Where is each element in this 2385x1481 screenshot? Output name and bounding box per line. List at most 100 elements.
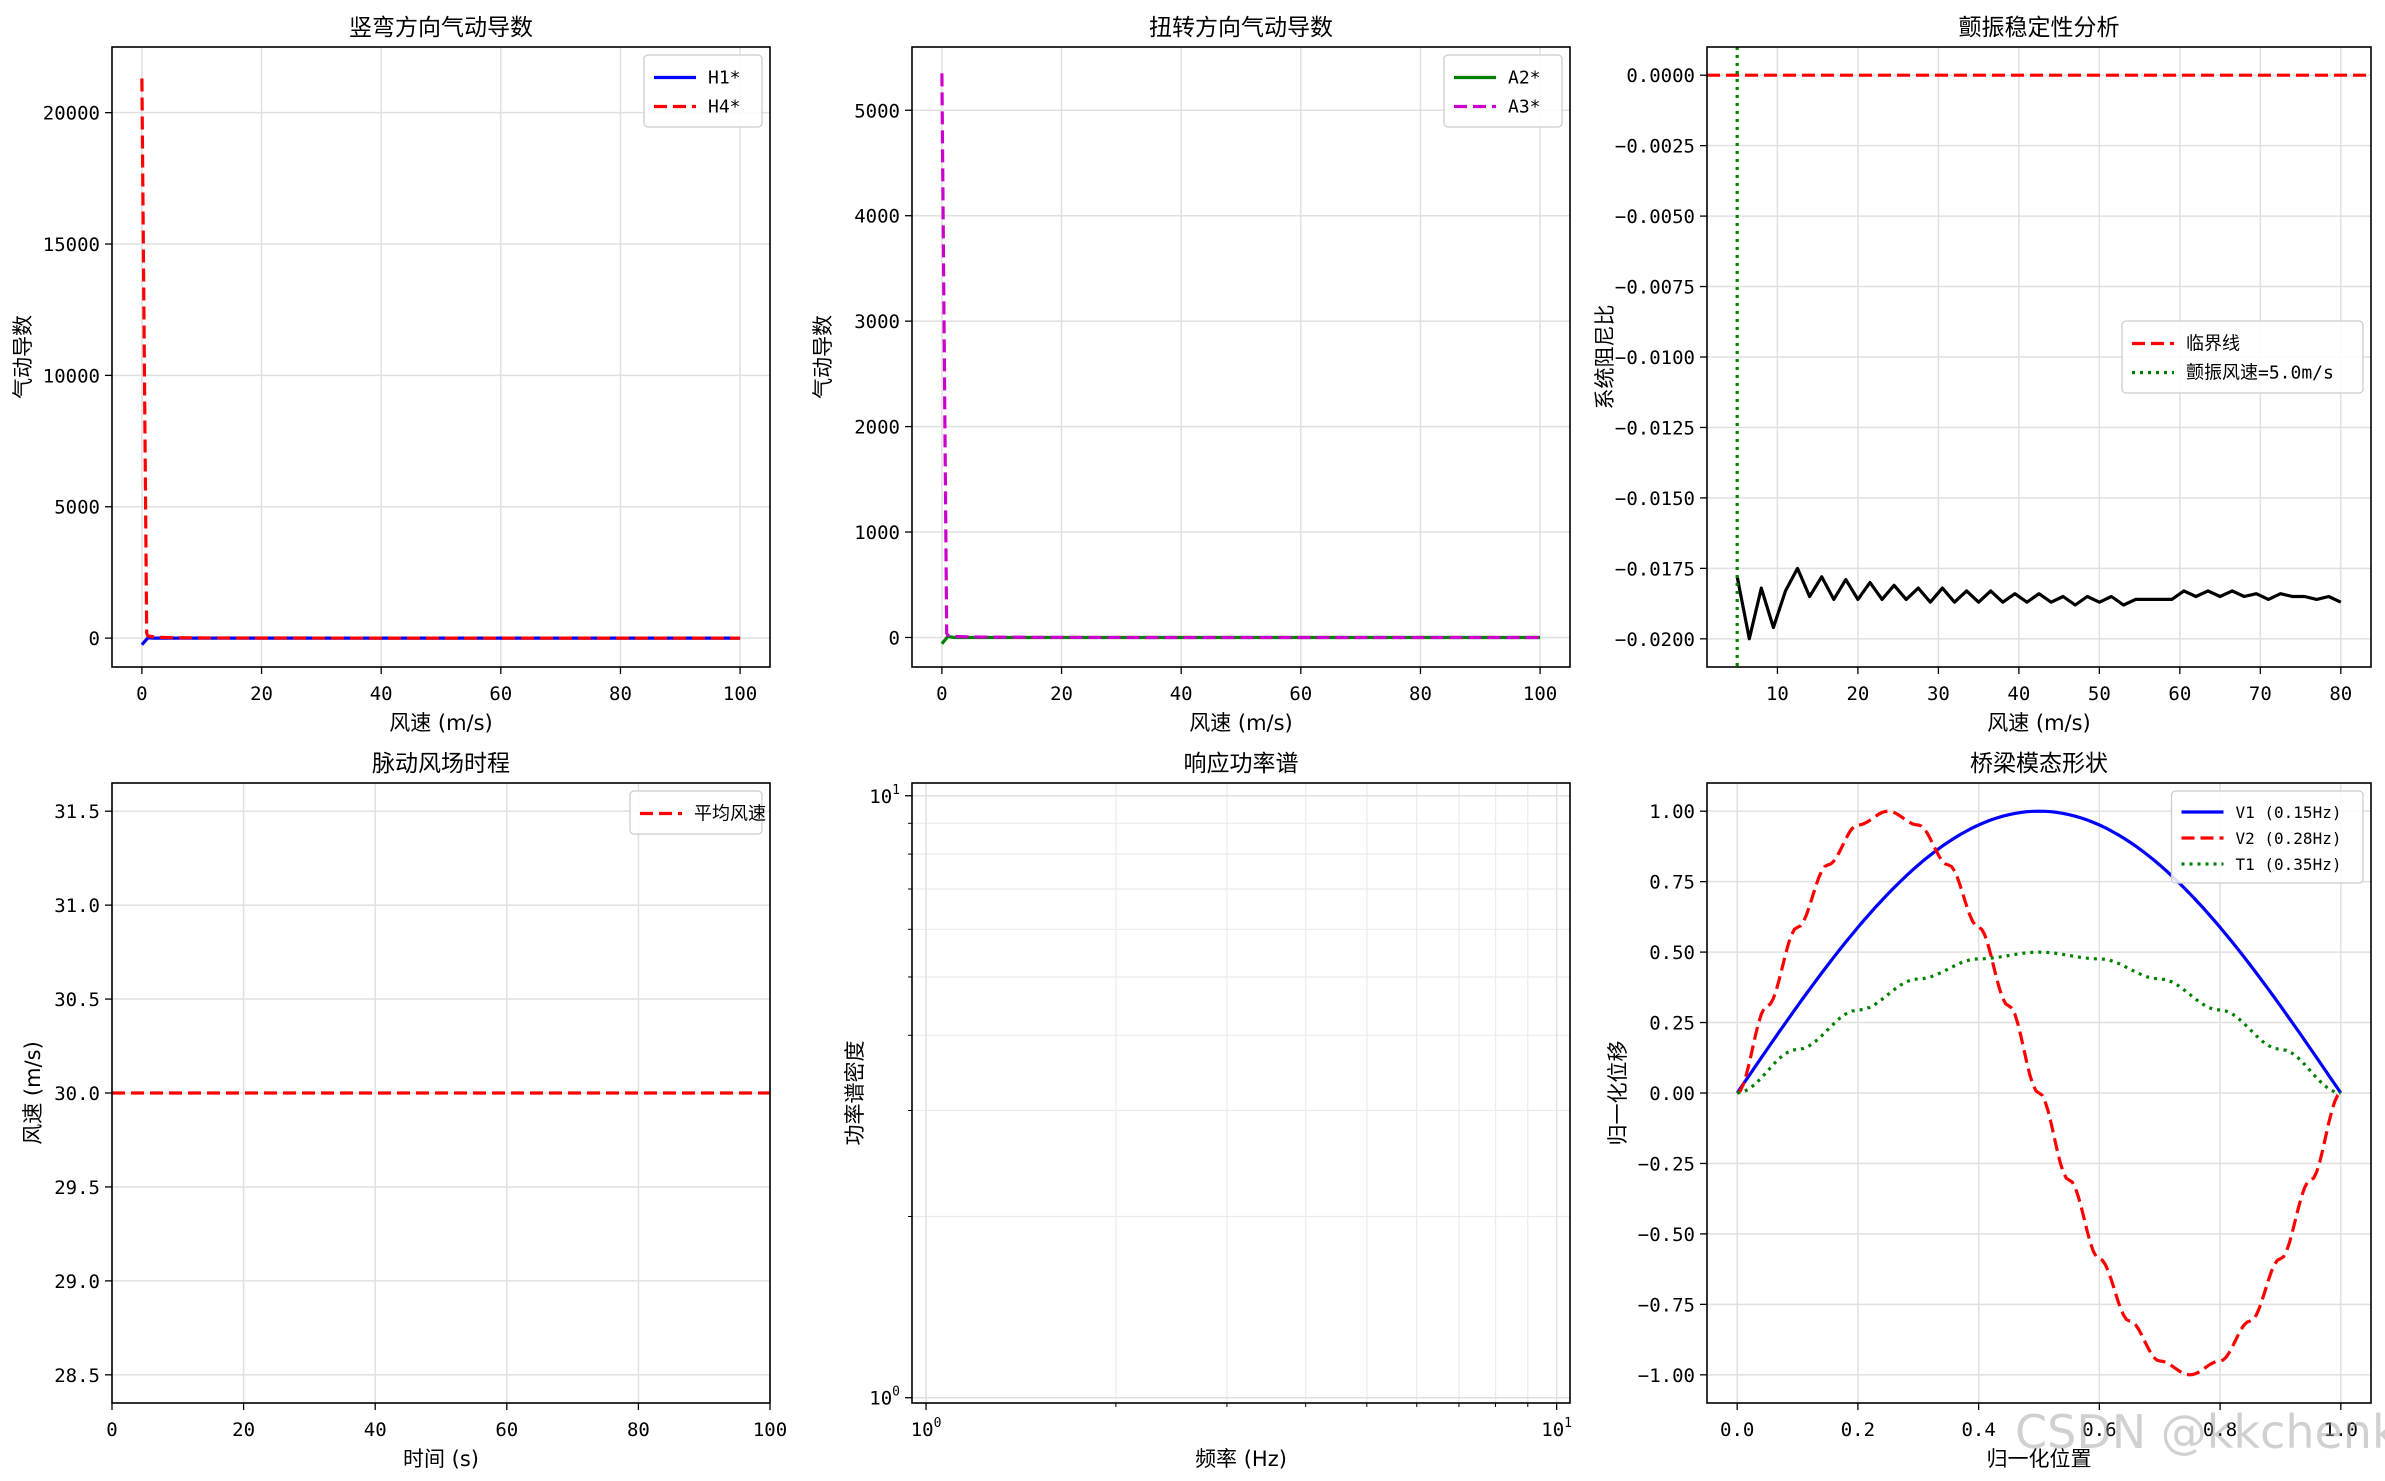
x-tick-label: 80 <box>609 683 632 705</box>
y-tick-label: −0.50 <box>1638 1224 1695 1246</box>
series-line <box>940 73 1541 640</box>
legend-label: A2* <box>1508 68 1541 89</box>
x-axis-label: 归一化位置 <box>1987 1447 2092 1471</box>
y-tick-label: 100 <box>869 1385 900 1410</box>
x-tick-label: 60 <box>2168 683 2191 705</box>
chart-title: 脉动风场时程 <box>372 751 510 777</box>
x-tick-label: 40 <box>1170 683 1193 705</box>
y-tick-label: 30.5 <box>54 989 100 1011</box>
x-tick-label: 0.8 <box>2203 1419 2237 1441</box>
watermark-text: CSDN @kkchenkx <box>2015 1405 2385 1459</box>
y-tick-label: −0.0125 <box>1615 417 1695 439</box>
axes-frame <box>1706 782 2372 1404</box>
x-tick-label: 0 <box>106 1419 117 1441</box>
x-tick-label: 80 <box>2329 683 2352 705</box>
y-tick-label: 0 <box>889 627 900 649</box>
chart-panel-1: 0 20 40 60 80 100 0 5000 10000 15000 20000 竖弯方向气动导数… <box>11 15 771 735</box>
y-tick-label: 30.0 <box>54 1083 100 1105</box>
chart-title: 竖弯方向气动导数 <box>349 15 533 41</box>
series-line <box>1736 809 2342 1377</box>
x-tick-label: 10 <box>1766 683 1789 705</box>
y-tick-label: 0 <box>89 628 100 650</box>
legend-label: 平均风速 <box>694 804 766 825</box>
legend-label: A3* <box>1508 97 1541 118</box>
legend: V1 (0.15Hz) V2 (0.28Hz) T1 (0.35Hz) <box>2170 790 2364 884</box>
y-axis-label: 归一化位移 <box>1606 1041 1630 1146</box>
x-tick-label: 60 <box>495 1419 518 1441</box>
y-tick-label: 28.5 <box>54 1365 100 1387</box>
x-tick-label: 80 <box>1409 683 1432 705</box>
chart-panel-4: 0 20 40 60 80 100 28.5 29.0 29.5 30.0 30.5 31.0 31.5… <box>21 751 787 1471</box>
axes-frame <box>111 782 771 1404</box>
y-tick-label: −0.25 <box>1638 1153 1695 1175</box>
y-tick-exponent: 1 <box>892 783 900 798</box>
x-tick-label: 20 <box>1846 683 1869 705</box>
y-axis-label: 功率谱密度 <box>843 1041 867 1146</box>
series-line <box>1735 566 2342 641</box>
legend-label: V1 (0.15Hz) <box>2236 803 2342 822</box>
y-tick-label: −1.00 <box>1638 1365 1695 1387</box>
x-tick-label: 100 <box>911 1416 942 1441</box>
x-tick-label: 0.0 <box>1720 1419 1754 1441</box>
x-tick-label: 20 <box>232 1419 255 1441</box>
x-tick-label: 100 <box>1523 683 1557 705</box>
y-tick-label: −0.0150 <box>1615 488 1695 510</box>
chart-panel-2: 0 20 40 60 80 100010002000300040005000扭转方向气动导… <box>811 15 1571 735</box>
legend-box <box>2121 320 2364 394</box>
y-tick-label: 29.5 <box>54 1177 100 1199</box>
plot-area <box>940 73 1541 645</box>
legend: H1*H4* <box>643 54 763 128</box>
series-line <box>1736 950 2342 1095</box>
y-tick-label: 101 <box>869 783 900 808</box>
series-line <box>1735 809 2343 1094</box>
legend-label: H4* <box>708 97 741 118</box>
chart-title: 响应功率谱 <box>1184 751 1299 777</box>
y-tick-label: 5000 <box>54 497 100 519</box>
x-axis-label: 风速 (m/s) <box>1987 711 2091 735</box>
x-tick-label: 80 <box>627 1419 650 1441</box>
x-axis-label: 频率 (Hz) <box>1195 1447 1287 1471</box>
y-tick-label: 29.0 <box>54 1271 100 1293</box>
y-axis-label: 风速 (m/s) <box>21 1041 45 1145</box>
x-tick-label: 50 <box>2088 683 2111 705</box>
x-tick-exponent: 1 <box>1564 1416 1572 1431</box>
x-tick-label: 60 <box>1289 683 1312 705</box>
y-tick-label: 0.50 <box>1649 942 1695 964</box>
x-axis-label: 时间 (s) <box>403 1447 479 1471</box>
legend-label: 颤振风速=5.0m/s <box>2186 363 2334 384</box>
chart-title: 颤振稳定性分析 <box>1959 15 2120 41</box>
axes-frame <box>911 782 1571 1404</box>
y-tick-label: 1.00 <box>1649 801 1695 823</box>
x-tick-label: 60 <box>489 683 512 705</box>
legend-box <box>2170 790 2364 884</box>
y-tick-label: 20000 <box>43 103 100 125</box>
y-tick-label: 10000 <box>43 365 100 387</box>
x-tick-label: 20 <box>250 683 273 705</box>
x-tick-label: 40 <box>370 683 393 705</box>
chart-title: 扭转方向气动导数 <box>1149 15 1333 41</box>
y-axis-label: 气动导数 <box>811 315 835 399</box>
y-tick-label: 0.0000 <box>1626 65 1695 87</box>
legend: 平均风速 <box>629 790 766 835</box>
y-tick-label: −0.0075 <box>1615 277 1695 299</box>
y-tick-label: 0.75 <box>1649 872 1695 894</box>
x-tick-label: 1.0 <box>2324 1419 2358 1441</box>
y-tick-label: 0.00 <box>1649 1083 1695 1105</box>
legend-label: V2 (0.28Hz) <box>2236 829 2342 848</box>
axes-frame <box>1706 46 2372 668</box>
plot-area <box>1735 809 2343 1377</box>
x-tick-label: 40 <box>2007 683 2030 705</box>
y-tick-label: 3000 <box>854 311 900 333</box>
chart-panel-3: 10 20 30 40 50 60 70 80 0.0000 −0.0025 −0.0050 −0.0… <box>1593 15 2372 735</box>
x-tick-label: 0.6 <box>2082 1419 2116 1441</box>
x-tick-label: 30 <box>1927 683 1950 705</box>
y-tick-label: 2000 <box>854 417 900 439</box>
x-tick-label: 100 <box>753 1419 787 1441</box>
series-line <box>140 636 741 646</box>
legend-box <box>629 790 763 835</box>
y-axis-label: 系统阻尼比 <box>1593 305 1617 410</box>
legend-label: H1* <box>708 68 741 89</box>
